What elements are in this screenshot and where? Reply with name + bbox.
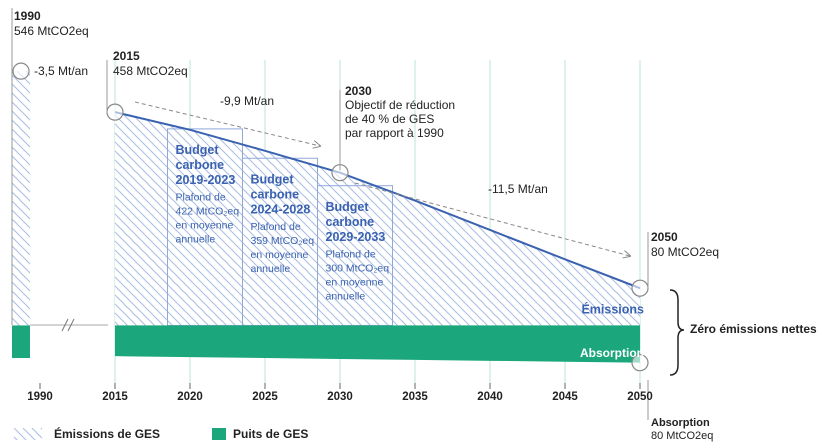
annotation-text: Absorption: [651, 417, 710, 429]
absorption-bar-1990: [12, 325, 30, 359]
annotation-value: 546 MtCO2eq: [14, 24, 89, 38]
emission-bar-1990: [12, 71, 30, 326]
trend-arrow: [354, 182, 630, 256]
axis-break: [61, 318, 75, 332]
legend-swatch: [212, 428, 226, 440]
annotation-value: 80 MtCO2eq: [651, 245, 719, 259]
marks: [12, 62, 649, 372]
x-tick-label: 1990: [27, 391, 53, 403]
annotation-year: 2050: [651, 230, 678, 244]
budget-title: Budget: [251, 173, 295, 187]
budget-text: 422 MtCO₂eq: [176, 206, 240, 218]
rate-label: -9,9 Mt/an: [220, 94, 274, 108]
annotation-year: 1990: [14, 9, 41, 23]
rate-label: -3,5 Mt/an: [34, 64, 88, 78]
net-zero-label: Zéro émissions nettes: [690, 322, 817, 336]
budget-title: carbone: [326, 215, 375, 229]
annotation-text: de 40 % de GES: [345, 112, 434, 126]
annotation-text: par rapport à 1990: [345, 126, 444, 140]
trend-arrow: [134, 101, 320, 146]
budget-title: carbone: [251, 188, 300, 202]
budget-text: en moyenne: [326, 276, 384, 288]
annotation-value: 458 MtCO2eq: [113, 64, 188, 78]
x-tick-label: 2050: [627, 391, 653, 403]
x-tick-label: 2030: [327, 391, 353, 403]
budget-text: en moyenne: [176, 220, 234, 232]
emission-area: [115, 112, 640, 326]
x-tick-label: 2045: [552, 391, 578, 403]
budget-text: Plafond de: [251, 221, 301, 233]
emission-line: [114, 111, 641, 290]
budget-text: Plafond de: [326, 248, 376, 260]
rate-label: -11,5 Mt/an: [488, 182, 548, 196]
budget-text: annuelle: [176, 234, 216, 246]
point-marker: [631, 354, 649, 372]
budget-text: 300 MtCO₂eq: [326, 262, 390, 274]
budget-text: annuelle: [251, 263, 291, 275]
legend-label: Puits de GES: [233, 427, 308, 441]
annotation-year: 2015: [113, 49, 140, 63]
budget-text: annuelle: [326, 290, 366, 302]
annotation-text: Objectif de réduction: [345, 98, 455, 112]
point-marker: [106, 103, 124, 121]
budget-text: 359 MtCO₂eq: [251, 235, 315, 247]
point-marker: [12, 62, 30, 80]
budget-text: en moyenne: [251, 249, 309, 261]
annotation-value: 80 MtCO2eq: [651, 430, 713, 442]
budget-text: Plafond de: [176, 192, 226, 204]
budget-title: Budget: [176, 143, 220, 157]
x-tick-label: 2020: [177, 391, 203, 403]
budget-title: carbone: [176, 158, 225, 172]
series-label: Absorption: [580, 346, 644, 360]
legend-swatch: [14, 428, 42, 440]
x-tick-label: 2035: [402, 391, 428, 403]
x-tick-label: 2025: [252, 391, 278, 403]
series-label: Émissions: [581, 301, 644, 316]
x-tick-label: 2015: [102, 391, 128, 403]
annotation-year: 2030: [345, 84, 372, 98]
budget-title: 2029-2033: [326, 230, 386, 244]
budget-title: 2019-2023: [176, 173, 236, 187]
absorption-area: [115, 325, 640, 363]
net-zero-bracket: [669, 289, 685, 376]
budget-title: 2024-2028: [251, 203, 311, 217]
budget-title: Budget: [326, 200, 370, 214]
legend-label: Émissions de GES: [54, 426, 160, 441]
x-tick-label: 2040: [477, 391, 503, 403]
point-marker: [631, 279, 649, 297]
